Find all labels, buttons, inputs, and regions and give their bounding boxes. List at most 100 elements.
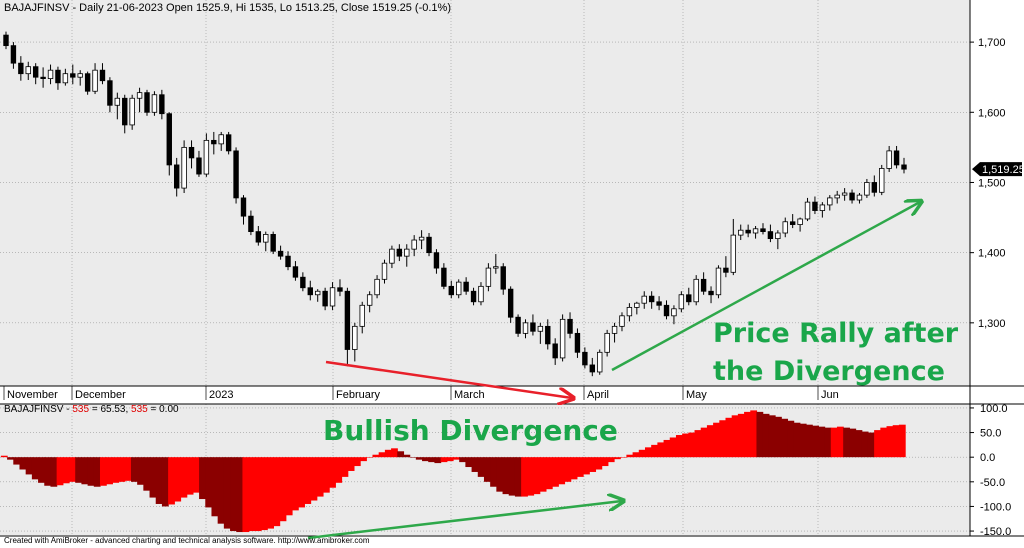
osc-bar xyxy=(867,432,875,458)
candle-body xyxy=(782,221,788,234)
candle-body xyxy=(329,287,336,307)
footer-credit: Created with AmiBroker - advanced charti… xyxy=(4,536,370,545)
osc-bar xyxy=(112,457,120,483)
osc-bar xyxy=(849,428,857,458)
osc-bar xyxy=(75,457,83,483)
osc-bar xyxy=(50,457,58,487)
osc-bar xyxy=(675,435,683,458)
osc-bar xyxy=(576,457,584,477)
candle-body xyxy=(166,113,172,166)
osc-bar xyxy=(155,457,163,504)
osc-tick-label: 0.0 xyxy=(980,452,995,464)
candle-body xyxy=(396,248,403,257)
osc-bar xyxy=(378,452,386,458)
osc-bar xyxy=(38,457,45,483)
candle-body xyxy=(663,304,670,317)
candle-body xyxy=(159,94,165,115)
candle-body xyxy=(441,267,447,287)
candle-body xyxy=(871,182,878,193)
osc-bar xyxy=(564,457,572,482)
osc-bar xyxy=(632,452,640,458)
osc-bar xyxy=(143,457,151,491)
osc-bar xyxy=(483,457,491,482)
osc-bar xyxy=(366,457,374,458)
osc-bar xyxy=(25,457,33,475)
candle-body xyxy=(819,204,826,211)
candle-body xyxy=(552,343,558,359)
osc-bar xyxy=(583,457,590,475)
candle-body xyxy=(893,150,900,166)
candle-body xyxy=(173,164,180,189)
candle-body xyxy=(864,182,870,196)
osc-bar xyxy=(44,457,52,486)
osc-bar xyxy=(775,416,782,458)
osc-bar xyxy=(830,427,838,458)
price-tick-label: 1,300 xyxy=(978,318,1006,330)
candle-body xyxy=(240,197,247,217)
candle-body xyxy=(626,306,633,317)
candle-body xyxy=(188,146,195,159)
green-rally-arrow xyxy=(611,202,920,372)
osc-bar xyxy=(99,457,107,486)
osc-bar xyxy=(787,420,795,458)
osc-bar xyxy=(236,457,244,533)
osc-bar xyxy=(322,457,330,493)
osc-bar xyxy=(186,457,194,495)
osc-bar xyxy=(174,457,182,502)
osc-bar xyxy=(261,457,268,531)
candle-body xyxy=(255,231,262,243)
osc-bar xyxy=(570,457,578,480)
osc-bar xyxy=(700,427,708,458)
candle-body xyxy=(18,62,24,75)
candle-body xyxy=(693,278,699,303)
osc-bar xyxy=(360,457,367,462)
candle-body xyxy=(285,255,291,268)
osc-bar xyxy=(762,413,770,458)
candle-body xyxy=(708,290,714,296)
osc-bar xyxy=(69,457,76,482)
candle-body xyxy=(92,69,98,92)
candle-body xyxy=(478,285,484,303)
osc-tick-label: 50.0 xyxy=(980,428,1001,440)
candle-body xyxy=(886,150,892,169)
candle-body xyxy=(856,194,863,201)
candle-body xyxy=(723,267,729,273)
red-divergence-arrow xyxy=(325,360,572,398)
osc-bar xyxy=(335,457,343,483)
osc-bar xyxy=(223,457,231,529)
price-tick-label: 1,600 xyxy=(978,107,1006,119)
osc-bar xyxy=(149,457,157,498)
annotation-price-rally-2: the Divergence xyxy=(713,356,945,387)
candle-body xyxy=(359,304,365,327)
osc-bar xyxy=(465,457,473,468)
candle-body xyxy=(203,139,210,175)
osc-bar xyxy=(601,457,609,467)
osc-bar xyxy=(56,457,64,486)
indicator-header: BAJAJFINSV - 535 = 65.53, 535 = 0.00 xyxy=(4,404,179,415)
price-header: BAJAJFINSV - Daily 21-06-2023 Open 1525.… xyxy=(4,2,451,14)
candle-body xyxy=(827,197,833,206)
osc-bar xyxy=(415,457,423,460)
candle-body xyxy=(507,288,514,318)
osc-bar xyxy=(898,424,906,458)
osc-bar xyxy=(192,457,200,493)
last-price-label: 1,519.25 xyxy=(982,164,1024,176)
candle-body xyxy=(300,276,306,289)
osc-bar xyxy=(62,457,70,484)
candle-body xyxy=(47,69,54,80)
osc-bar xyxy=(521,457,528,497)
osc-tick-label: 100.0 xyxy=(980,403,1008,415)
osc-bar xyxy=(409,457,417,458)
month-label: April xyxy=(587,389,609,401)
osc-bar xyxy=(886,426,894,458)
candle-body xyxy=(559,318,566,359)
price-tick-label: 1,500 xyxy=(978,177,1006,189)
month-label: February xyxy=(336,389,381,401)
osc-bar xyxy=(440,457,448,463)
price-tick-label: 1,700 xyxy=(978,37,1006,49)
osc-bar xyxy=(347,457,355,471)
osc-bar xyxy=(874,430,881,458)
osc-bar xyxy=(614,457,621,460)
osc-bar xyxy=(768,415,776,458)
month-label: 2023 xyxy=(209,389,233,401)
